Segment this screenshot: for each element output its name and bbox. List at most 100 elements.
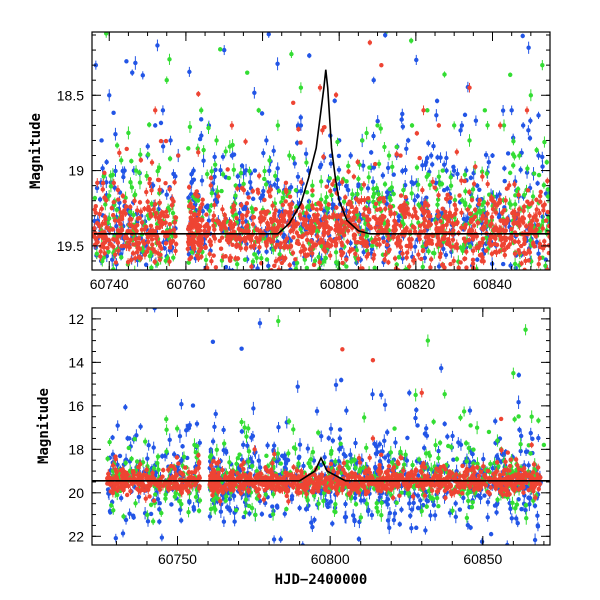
data-point [252, 252, 257, 257]
data-point [235, 186, 240, 191]
data-point [334, 213, 340, 218]
data-point [513, 193, 518, 198]
data-point [114, 20, 118, 24]
data-point [216, 194, 221, 199]
data-point [545, 194, 550, 199]
data-point [480, 236, 486, 241]
data-point [455, 171, 460, 177]
data-point [128, 180, 133, 185]
data-point [477, 187, 482, 192]
data-point [101, 174, 106, 179]
data-point [459, 225, 464, 230]
data-point [206, 218, 212, 223]
data-point [460, 248, 465, 254]
data-point [154, 236, 159, 241]
data-point [310, 315, 314, 319]
data-point [214, 199, 220, 205]
data-point [113, 131, 118, 137]
data-point [229, 234, 234, 240]
data-point [146, 246, 151, 251]
data-point [522, 236, 527, 241]
data-point [351, 174, 357, 179]
data-point [526, 258, 531, 263]
data-point [288, 184, 294, 190]
data-point [149, 188, 154, 193]
data-point [276, 256, 282, 262]
data-point [511, 163, 516, 168]
data-point [412, 229, 418, 234]
data-point [525, 166, 530, 171]
data-point [229, 276, 233, 280]
data-point [396, 254, 402, 260]
data-point [400, 251, 405, 256]
data-point [253, 206, 258, 212]
data-point [186, 195, 191, 201]
data-point [534, 312, 538, 316]
data-point [207, 251, 212, 257]
data-point [365, 196, 371, 201]
data-point [140, 73, 145, 78]
data-point [130, 251, 136, 256]
data-point [523, 224, 529, 229]
data-point [150, 246, 156, 252]
data-point [143, 224, 149, 230]
data-point [407, 237, 412, 243]
data-point [269, 219, 274, 225]
data-point [265, 227, 270, 232]
data-point [470, 187, 476, 192]
data-point [458, 245, 463, 250]
top-plot-area [92, 20, 550, 319]
data-point [526, 128, 531, 133]
data-point [212, 202, 217, 208]
data-point [358, 273, 362, 277]
data-point [445, 192, 450, 198]
data-point [191, 177, 197, 182]
data-point [371, 214, 376, 220]
data-point [243, 246, 249, 251]
data-point [219, 188, 224, 194]
data-point [450, 221, 455, 226]
data-point [261, 188, 266, 194]
data-point [494, 226, 499, 231]
data-point [280, 223, 285, 228]
data-point [466, 237, 472, 243]
data-point [102, 251, 107, 256]
data-point [398, 223, 403, 228]
data-point [344, 264, 349, 269]
data-point [288, 267, 293, 270]
data-point [124, 204, 129, 209]
data-point [271, 148, 276, 154]
data-point [211, 213, 217, 218]
data-point [304, 217, 309, 222]
data-point [110, 227, 116, 232]
data-point [456, 265, 461, 270]
data-point [439, 181, 445, 187]
data-point [318, 203, 324, 208]
data-point [303, 151, 309, 157]
data-point [386, 260, 391, 265]
data-point [522, 192, 527, 198]
data-point [345, 228, 351, 233]
data-point [344, 183, 349, 189]
data-point [227, 273, 231, 277]
data-point [252, 243, 257, 248]
data-point [196, 91, 201, 97]
data-point [448, 261, 453, 267]
data-point [257, 244, 262, 250]
data-point [222, 212, 227, 218]
data-point [371, 133, 376, 139]
data-point [536, 172, 542, 178]
data-point [138, 152, 143, 157]
data-point [540, 226, 545, 231]
data-point [479, 216, 485, 221]
data-point [494, 242, 500, 248]
data-point [310, 206, 315, 211]
data-point [536, 251, 541, 256]
data-point [451, 123, 457, 128]
data-point [489, 214, 495, 220]
data-point [293, 286, 297, 290]
data-point [223, 149, 228, 154]
data-point [137, 246, 143, 252]
data-point [434, 227, 439, 232]
data-point [104, 159, 109, 165]
